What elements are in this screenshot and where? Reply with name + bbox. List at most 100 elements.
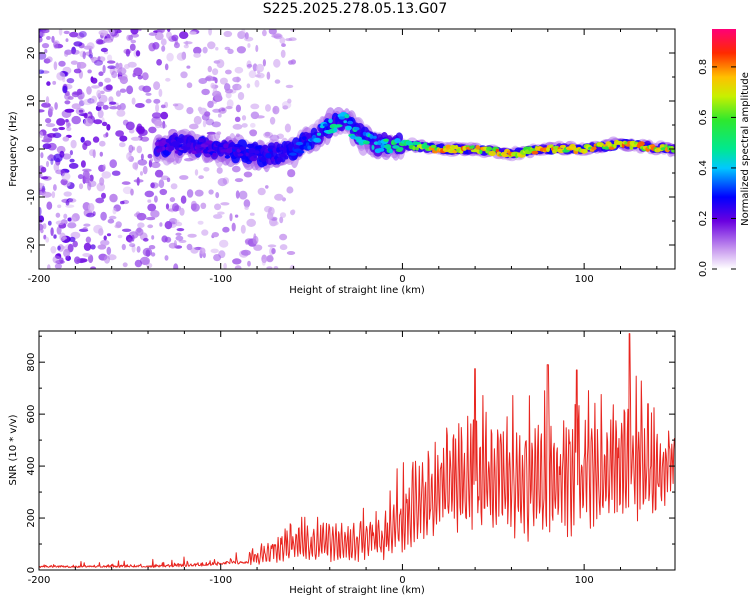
noise-blob	[160, 175, 169, 181]
ridge-blob	[328, 118, 333, 124]
noise-blob	[110, 32, 114, 41]
noise-blob	[40, 152, 44, 159]
snr-panel: -200 -100 0 100 0 200 400 600 800 Height of stra…	[8, 330, 676, 596]
noise-blob	[162, 120, 166, 129]
noise-blob	[150, 182, 155, 189]
noise-blob	[193, 46, 202, 55]
noise-blob	[266, 71, 271, 80]
ridge-blob	[288, 143, 295, 149]
noise-blob	[189, 123, 199, 130]
noise-blob	[266, 254, 274, 263]
noise-blob	[83, 223, 91, 227]
noise-blob	[241, 115, 247, 121]
noise-blob	[164, 221, 173, 230]
noise-blob	[72, 240, 78, 248]
noise-blob	[197, 220, 204, 225]
noise-blob	[97, 244, 107, 250]
noise-blob	[172, 103, 179, 107]
ridge-blob	[383, 138, 389, 142]
noise-blob	[175, 232, 182, 236]
noise-blob	[268, 29, 277, 35]
noise-blob	[95, 197, 105, 204]
noise-blob	[91, 56, 98, 64]
noise-blob	[164, 63, 169, 71]
colorbar-tick-label: 0.4	[698, 160, 709, 176]
noise-blob	[236, 46, 246, 54]
noise-blob	[273, 266, 279, 269]
noise-blob	[180, 195, 187, 204]
noise-blob	[125, 49, 131, 57]
ridge-blob	[272, 147, 278, 153]
spectrogram-y-tick-label: 10	[26, 95, 37, 108]
spectrogram-y-tick-label: -20	[26, 237, 37, 253]
noise-blob	[92, 211, 96, 216]
noise-blob	[261, 254, 268, 264]
noise-blob	[67, 217, 72, 222]
noise-blob	[186, 82, 193, 89]
noise-blob	[41, 191, 52, 198]
noise-blob	[176, 228, 185, 232]
noise-blob	[219, 77, 228, 85]
noise-blob	[150, 161, 161, 169]
noise-blob	[202, 46, 208, 54]
noise-blob	[105, 132, 109, 138]
noise-blob	[284, 123, 291, 133]
noise-blob	[154, 169, 164, 178]
noise-blob	[152, 42, 160, 50]
noise-blob	[161, 45, 166, 52]
noise-blob	[183, 44, 189, 49]
spectrogram-x-tick-label: 0	[399, 274, 405, 285]
noise-blob	[43, 58, 51, 64]
noise-blob	[151, 112, 162, 119]
noise-blob	[53, 61, 58, 71]
ridge-blob	[154, 141, 160, 146]
noise-blob	[173, 263, 179, 269]
noise-blob	[201, 88, 210, 96]
ridge-blob	[583, 149, 588, 154]
noise-blob	[119, 88, 127, 93]
ridge-blob	[253, 154, 257, 159]
noise-blob	[50, 227, 54, 237]
ridge-blob	[237, 153, 244, 157]
noise-blob	[92, 136, 100, 143]
noise-blob	[80, 160, 86, 168]
ridge-blob	[495, 148, 499, 153]
noise-blob	[101, 192, 106, 199]
noise-blob	[130, 33, 139, 38]
noise-blob	[90, 266, 97, 269]
noise-blob	[246, 218, 256, 227]
noise-blob	[255, 115, 265, 119]
noise-blob	[137, 222, 145, 228]
noise-blob	[170, 183, 178, 190]
noise-blob	[287, 169, 296, 178]
noise-blob	[145, 92, 152, 96]
noise-blob	[70, 60, 78, 65]
ridge-blob	[279, 147, 284, 151]
noise-blob	[41, 139, 51, 143]
ridge-blob	[378, 147, 385, 152]
noise-blob	[39, 165, 45, 174]
noise-blob	[114, 224, 122, 229]
noise-blob	[215, 46, 219, 51]
ridge-blob	[198, 137, 205, 143]
noise-blob	[98, 81, 104, 87]
noise-blob	[69, 158, 75, 163]
noise-blob	[166, 31, 172, 40]
noise-blob	[87, 181, 92, 191]
noise-blob	[204, 76, 212, 81]
ridge-blob	[301, 136, 307, 141]
ridge-blob	[486, 146, 493, 151]
ridge-blob	[157, 148, 164, 152]
noise-blob	[46, 36, 51, 40]
noise-blob	[183, 41, 193, 45]
ridge-blob	[369, 134, 374, 140]
noise-blob	[140, 153, 144, 161]
noise-blob	[186, 107, 194, 115]
ridge-blob	[295, 141, 304, 146]
noise-blob	[87, 180, 97, 188]
noise-blob	[244, 36, 254, 42]
noise-blob	[106, 233, 112, 237]
noise-blob	[39, 52, 47, 60]
noise-blob	[248, 70, 257, 79]
noise-blob	[70, 139, 77, 149]
